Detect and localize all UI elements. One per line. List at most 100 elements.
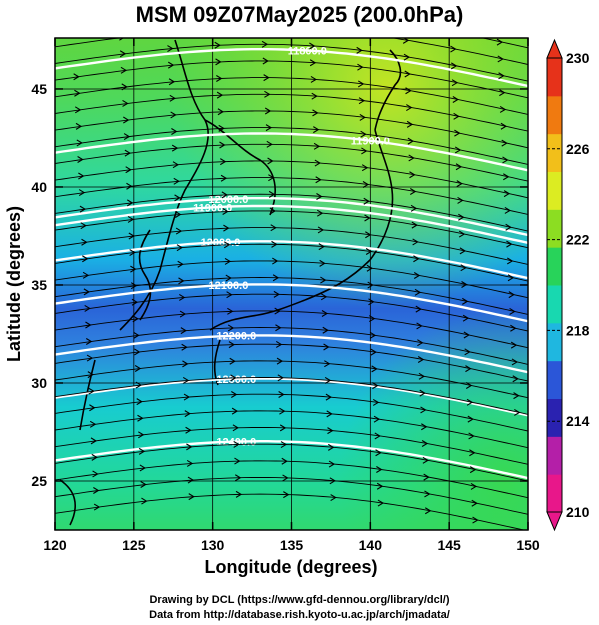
contour-labels: 11800.011900.012000.011900.012000.012100…: [193, 45, 390, 448]
wind-arrow: [309, 26, 314, 32]
wind-arrow: [376, 482, 384, 490]
wind-arrow: [137, 414, 144, 422]
wind-arrow: [89, 420, 97, 428]
contour-label: 11800.0: [288, 45, 327, 57]
y-tick-label: 40: [31, 179, 47, 195]
wind-arrow: [172, 161, 180, 169]
contour-line: [55, 240, 528, 280]
wind-arrow: [214, 26, 219, 32]
wind-arrow: [267, 157, 274, 165]
wind-arrow: [365, 248, 373, 255]
wind-arrow: [314, 159, 321, 167]
wind-arrow: [84, 304, 91, 312]
wind-arrow: [469, 449, 476, 457]
wind-arrow: [503, 173, 510, 181]
wind-arrow: [232, 424, 239, 432]
wind-arrow: [141, 497, 148, 505]
height-contours: [55, 48, 528, 480]
wind-arrow: [134, 365, 142, 372]
wind-arrow: [91, 453, 98, 461]
colorbar-label: 230: [566, 50, 590, 66]
wind-arrow: [77, 156, 84, 163]
wind-arrow: [463, 331, 470, 339]
wind-arrow: [265, 124, 273, 132]
wind-arrow: [182, 376, 190, 384]
wind-arrow: [319, 259, 326, 267]
wind-arrow: [234, 457, 241, 465]
wind-arrow: [214, 41, 221, 49]
wind-arrow: [377, 499, 385, 507]
streamline: [55, 293, 528, 332]
wind-arrow: [260, 8, 265, 14]
wind-arrow: [85, 321, 92, 329]
wind-arrow: [174, 194, 181, 202]
wind-arrow: [358, 97, 366, 105]
wind-arrow: [313, 142, 321, 150]
wind-arrow: [418, 372, 426, 380]
wind-arrow: [462, 314, 470, 322]
wind-arrow: [360, 130, 367, 138]
wind-arrow: [374, 432, 381, 440]
wind-arrow: [376, 466, 383, 473]
wind-arrow: [168, 78, 176, 86]
wind-arrow: [363, 197, 370, 205]
wind-arrow: [129, 249, 136, 257]
wind-arrow: [219, 141, 226, 149]
wind-arrow: [281, 457, 288, 465]
wind-arrow: [139, 464, 146, 472]
wind-arrow: [263, 74, 270, 82]
colorbar-segment: [547, 474, 562, 513]
wind-arrow: [500, 122, 507, 130]
wind-arrow: [130, 265, 137, 273]
wind-arrow: [369, 331, 377, 339]
credit-data: Data from http://database.rish.kyoto-u.a…: [149, 609, 450, 621]
wind-arrow: [128, 232, 135, 240]
streamline: [55, 493, 526, 530]
colorbar-label: 214: [566, 413, 590, 429]
wind-arrow: [454, 146, 462, 154]
x-tick-label: 145: [437, 537, 461, 553]
wind-arrow: [227, 307, 234, 315]
x-tick-label: 135: [280, 537, 304, 553]
wind-arrow: [413, 255, 420, 263]
wind-arrow: [455, 163, 463, 171]
wind-arrow: [176, 244, 183, 252]
wind-arrow: [132, 315, 139, 323]
colorbar-segment: [547, 360, 562, 399]
wind-arrow: [406, 120, 414, 128]
wind-arrow: [268, 174, 275, 182]
wind-arrow: [409, 188, 417, 196]
wind-arrow: [316, 209, 324, 217]
colorbar-segment: [547, 209, 562, 248]
wind-arrow: [372, 382, 379, 390]
wind-arrow: [266, 140, 273, 148]
wind-arrow: [327, 427, 334, 435]
wind-arrow: [465, 365, 472, 373]
colorbar-segment: [547, 58, 562, 97]
wind-arrow: [278, 391, 285, 398]
wind-arrow: [317, 226, 325, 234]
wind-arrow: [325, 393, 332, 401]
wind-arrow: [82, 255, 89, 263]
wind-arrow: [268, 190, 276, 198]
wind-arrow: [450, 29, 455, 35]
wind-arrow: [220, 174, 228, 182]
wind-arrow: [167, 29, 172, 35]
wind-arrow: [135, 381, 142, 389]
wind-arrow: [450, 45, 457, 53]
wind-arrow: [373, 415, 381, 423]
wind-arrow: [456, 180, 463, 188]
wind-arrow: [167, 61, 175, 69]
streamline: [55, 77, 528, 115]
wind-arrow: [79, 205, 87, 213]
wind-arrow: [130, 282, 138, 290]
wind-arrow: [471, 499, 478, 507]
wind-arrow: [469, 466, 477, 474]
wind-arrow: [324, 376, 332, 384]
wind-arrow: [78, 172, 85, 180]
wind-arrow: [510, 324, 517, 332]
streamline: [55, 277, 528, 315]
wind-arrow: [125, 166, 132, 174]
y-tick-label: 30: [31, 375, 47, 391]
streamline: [55, 443, 528, 482]
